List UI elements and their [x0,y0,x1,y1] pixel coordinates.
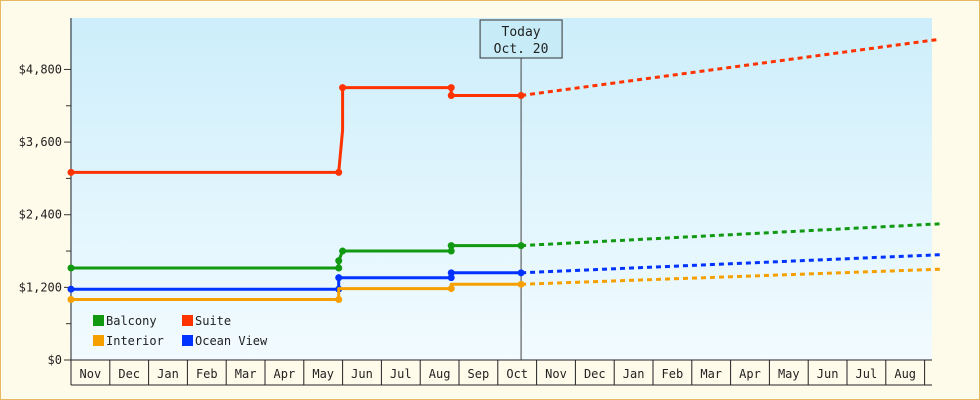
series-interior-point [447,285,455,293]
x-tick-label: Oct [506,367,528,381]
x-tick-label: Mar [700,367,722,381]
series-balcony-forecast-line [521,222,941,248]
x-tick-label: Mar [235,367,257,381]
series-ocean-view-point [67,285,75,293]
x-tick-label: Jan [623,367,645,381]
y-tick-label: $4,800 [19,62,62,76]
series-ocean-view-forecast-line [521,253,941,275]
legend-label-suite: Suite [195,314,231,328]
y-tick-label: $2,400 [19,208,62,222]
legend-label-ocean-view: Ocean View [195,334,268,348]
x-tick-label: Jun [351,367,373,381]
x-tick-label: Apr [274,367,296,381]
x-tick-label: Jul [856,367,878,381]
today-marker: Today Oct. 20 [479,19,563,360]
today-box [479,19,563,59]
x-axis-ticks: Nov Dec Jan Feb Mar Apr May Jun Jul Aug Sep Oct Nov D… [70,360,926,385]
series-balcony-point [339,247,347,255]
x-tick-label: Dec [118,367,140,381]
series-suite-point [447,84,455,92]
x-tick-label: Aug [429,367,451,381]
series-balcony-point [335,264,343,272]
series-interior-point [67,295,75,303]
y-tick-label: $0 [48,353,62,367]
legend-label-interior: Interior [106,334,164,348]
legend-swatch-balcony [93,315,104,326]
legend-swatch-suite [182,315,193,326]
series-balcony-point [335,257,343,265]
series-suite-point [67,168,75,176]
series-ocean-view-point [517,269,525,277]
x-tick-label: May [778,367,800,381]
x-tick-label: Jan [157,367,179,381]
series-interior-history-line [71,282,522,301]
series-ocean-view-point [447,269,455,277]
series-interior-point [335,295,343,303]
x-tick-label: Jun [817,367,839,381]
series-ocean-view-point [447,274,455,282]
x-tick-label: Apr [739,367,761,381]
series-suite-forecast-line [520,37,941,97]
x-tick-label: Sep [468,367,490,381]
x-tick-label: Feb [196,367,218,381]
x-tick-label: Nov [545,367,567,381]
x-tick-label: Aug [894,367,916,381]
series-suite-point [339,84,347,92]
legend-swatch-ocean-view [182,335,193,346]
today-label: Today [502,25,541,40]
y-tick-label: $1,200 [19,280,62,294]
series-suite-point [517,91,525,99]
legend-label-balcony: Balcony [106,314,157,328]
legend-swatch-interior [93,335,104,346]
series-ocean-view-point [335,274,343,282]
series-suite-point [447,91,455,99]
series-balcony-point [67,264,75,272]
x-tick-label: Jul [390,367,412,381]
series-balcony-point [517,242,525,250]
x-tick-label: May [312,367,334,381]
x-tick-label: Dec [584,367,606,381]
series-balcony-point [447,242,455,250]
series-group [67,37,941,303]
series-balcony-point [447,247,455,255]
today-date: Oct. 20 [494,42,549,57]
series-ocean-view-history-line [71,271,522,291]
y-tick-label: $3,600 [19,135,62,149]
legend: Balcony Suite Interior Ocean View [93,314,268,348]
x-tick-label: Feb [662,367,684,381]
x-tick-label: Nov [80,367,102,381]
series-interior-forecast-line [521,267,941,286]
plot-area [70,18,932,360]
series-interior-point [517,280,525,288]
y-axis-ticks: $0 $1,200 $2,400 $3,600 $4,800 [19,62,71,367]
series-suite-point [335,168,343,176]
